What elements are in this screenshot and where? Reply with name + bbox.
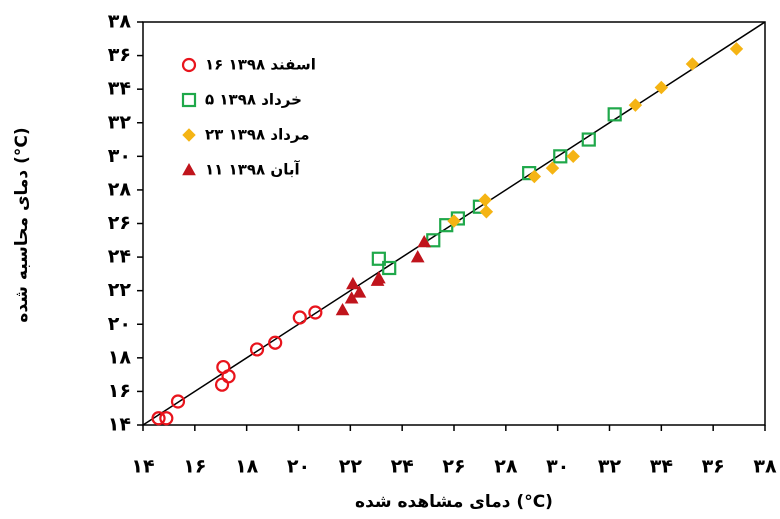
legend-label: ۱۶ اسفند ۱۳۹۸: [205, 56, 316, 74]
point: [607, 107, 622, 122]
y-tick-label: ۲۰: [108, 313, 131, 335]
point: [382, 260, 397, 276]
point: [628, 98, 643, 112]
point: [685, 57, 700, 71]
x-tick-label: ۱۶: [183, 456, 206, 478]
legend-label: ۵ خرداد ۱۳۹۸: [205, 91, 302, 109]
y-tick-label: ۱۸: [108, 346, 132, 368]
point: [545, 161, 560, 175]
point: [151, 411, 166, 426]
x-tick-label: ۱۸: [235, 456, 259, 478]
y-tick-label: ۲۶: [108, 212, 131, 234]
x-tick-label: ۳۶: [702, 456, 725, 478]
point: [352, 285, 367, 298]
point: [221, 369, 236, 384]
point: [410, 250, 425, 263]
y-tick-label: ۳۰: [108, 145, 131, 167]
x-tick-label: ۲۸: [494, 456, 518, 478]
point: [447, 214, 461, 228]
x-tick-label: ۲۴: [391, 456, 414, 478]
x-tick-label: ۱۴: [131, 456, 154, 478]
point: [335, 302, 350, 316]
point: [308, 305, 323, 320]
point: [654, 80, 669, 95]
y-tick-label: ۲۸: [108, 178, 132, 200]
y-tick-label: ۳۸: [108, 11, 132, 33]
y-tick-label: ۳۶: [108, 44, 131, 66]
legend-label: ۱۱ آبان ۱۳۹۸: [205, 161, 300, 179]
point: [566, 149, 580, 164]
x-tick-label: ۳۲: [598, 456, 622, 478]
point: [170, 394, 186, 409]
point: [553, 149, 568, 164]
y-tick-label: ۳۴: [108, 78, 131, 100]
point: [346, 276, 360, 290]
y-tick-label: ۳۲: [108, 111, 132, 133]
point: [426, 233, 441, 248]
x-tick-label: ۲۰: [287, 456, 310, 478]
point: [729, 42, 744, 56]
point: [214, 377, 230, 392]
point: [581, 132, 596, 147]
point: [249, 342, 265, 357]
y-tick-label: ۲۴: [108, 246, 131, 268]
point: [268, 335, 283, 350]
point: [478, 193, 492, 207]
legend-marker: [182, 162, 196, 176]
legend-marker: [181, 92, 197, 108]
point: [417, 234, 432, 248]
x-tick-label: ۲۲: [339, 456, 363, 478]
x-tick-label: ۳۴: [650, 456, 673, 478]
point: [371, 251, 386, 266]
legend-label: ۲۳ مرداد ۱۳۹۸: [205, 126, 310, 144]
point: [479, 205, 494, 219]
y-tick-label: ۱۶: [108, 380, 131, 402]
y-tick-label: ۲۲: [108, 279, 132, 301]
x-tick-label: ۳۸: [753, 456, 777, 478]
point: [527, 169, 542, 184]
x-tick-label: ۲۶: [442, 456, 465, 478]
point: [371, 271, 386, 284]
legend-marker: [182, 128, 196, 142]
x-tick-label: ۳۰: [546, 456, 569, 478]
point: [292, 310, 307, 325]
point: [159, 411, 174, 426]
y-axis-label: دمای محاسبه شده (°C): [12, 127, 32, 322]
x-axis-label: دمای مشاهده شده (°C): [355, 492, 553, 512]
legend-marker: [181, 57, 197, 73]
y-tick-label: ۱۴: [108, 414, 131, 436]
